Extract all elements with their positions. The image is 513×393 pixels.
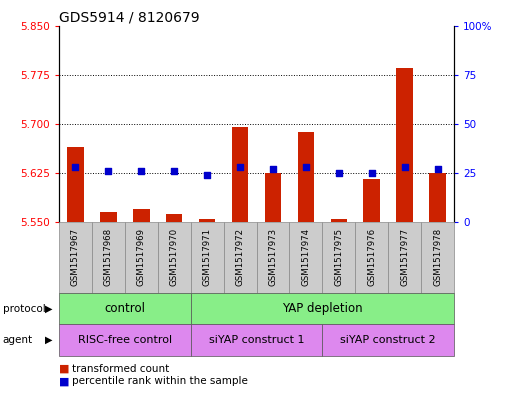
Bar bbox=[158, 222, 191, 293]
Bar bbox=[59, 222, 92, 293]
Text: GSM1517972: GSM1517972 bbox=[235, 228, 245, 286]
Text: siYAP construct 2: siYAP construct 2 bbox=[340, 335, 436, 345]
Bar bbox=[429, 173, 446, 222]
Text: RISC-free control: RISC-free control bbox=[78, 335, 172, 345]
Point bbox=[368, 170, 376, 176]
Point bbox=[71, 164, 80, 170]
Bar bbox=[265, 173, 281, 222]
Text: YAP depletion: YAP depletion bbox=[282, 302, 363, 315]
Text: percentile rank within the sample: percentile rank within the sample bbox=[72, 376, 248, 386]
Point bbox=[401, 164, 409, 170]
Bar bbox=[199, 219, 215, 222]
Bar bbox=[125, 222, 158, 293]
Bar bbox=[397, 68, 413, 222]
Text: GSM1517978: GSM1517978 bbox=[433, 228, 442, 286]
Point bbox=[203, 172, 211, 178]
Bar bbox=[191, 324, 322, 356]
Text: GSM1517968: GSM1517968 bbox=[104, 228, 113, 286]
Bar bbox=[59, 293, 191, 324]
Bar bbox=[133, 209, 149, 222]
Bar bbox=[59, 324, 191, 356]
Text: GSM1517973: GSM1517973 bbox=[268, 228, 278, 286]
Text: ■: ■ bbox=[59, 364, 69, 374]
Bar bbox=[322, 324, 454, 356]
Text: GSM1517974: GSM1517974 bbox=[301, 228, 310, 286]
Point bbox=[236, 164, 244, 170]
Text: protocol: protocol bbox=[3, 303, 45, 314]
Bar bbox=[289, 222, 322, 293]
Bar bbox=[100, 212, 116, 222]
Point bbox=[170, 168, 179, 174]
Bar bbox=[67, 147, 84, 222]
Bar bbox=[92, 222, 125, 293]
Text: ▶: ▶ bbox=[45, 303, 53, 314]
Text: GDS5914 / 8120679: GDS5914 / 8120679 bbox=[59, 10, 200, 24]
Bar bbox=[224, 222, 256, 293]
Bar bbox=[421, 222, 454, 293]
Text: GSM1517975: GSM1517975 bbox=[334, 228, 343, 286]
Text: GSM1517970: GSM1517970 bbox=[170, 228, 179, 286]
Point bbox=[433, 166, 442, 172]
Point bbox=[104, 168, 112, 174]
Text: transformed count: transformed count bbox=[72, 364, 169, 374]
Point bbox=[302, 164, 310, 170]
Bar bbox=[232, 127, 248, 222]
Text: GSM1517967: GSM1517967 bbox=[71, 228, 80, 286]
Text: siYAP construct 1: siYAP construct 1 bbox=[209, 335, 304, 345]
Text: GSM1517969: GSM1517969 bbox=[137, 228, 146, 286]
Bar bbox=[388, 222, 421, 293]
Text: GSM1517976: GSM1517976 bbox=[367, 228, 376, 286]
Bar bbox=[364, 180, 380, 222]
Bar bbox=[191, 293, 454, 324]
Bar bbox=[256, 222, 289, 293]
Text: agent: agent bbox=[3, 335, 33, 345]
Point bbox=[334, 170, 343, 176]
Text: control: control bbox=[104, 302, 145, 315]
Bar bbox=[191, 222, 224, 293]
Bar bbox=[298, 132, 314, 222]
Text: GSM1517971: GSM1517971 bbox=[203, 228, 212, 286]
Text: ■: ■ bbox=[59, 376, 69, 386]
Bar bbox=[166, 213, 183, 222]
Bar bbox=[330, 219, 347, 222]
Point bbox=[269, 166, 277, 172]
Text: ▶: ▶ bbox=[45, 335, 53, 345]
Point bbox=[137, 168, 145, 174]
Bar bbox=[322, 222, 355, 293]
Bar bbox=[355, 222, 388, 293]
Text: GSM1517977: GSM1517977 bbox=[400, 228, 409, 286]
